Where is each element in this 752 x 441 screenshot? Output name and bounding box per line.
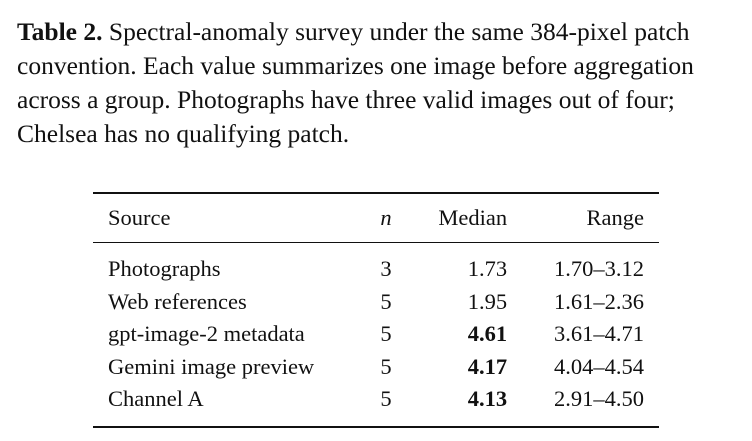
caption-label: Table 2.: [17, 17, 103, 46]
row: Web references 5 1.95 1.61–2.36: [93, 286, 659, 319]
header-cell: Median: [438, 205, 508, 230]
cell: Web references: [108, 288, 247, 314]
bold-value: 4.13: [467, 386, 508, 411]
bold-value: 4.17: [467, 353, 508, 379]
header-row: Source n Median Range: [93, 193, 659, 243]
cell: 5: [380, 386, 392, 411]
cell: gpt-image-2 metadata: [108, 321, 305, 346]
row: Gemini image preview 5 4.17 4.04–4.54: [93, 351, 659, 384]
header-cell: n: [380, 205, 392, 230]
cell: 2.91–4.50: [554, 386, 644, 411]
caption: Table 2. Spectral-anomaly survey under t…: [17, 15, 745, 151]
row: Photographs 3 1.73 1.70–3.12: [93, 243, 659, 286]
cell: Channel A: [108, 386, 204, 411]
row: gpt-image-2 metadata 5 4.61 3.61–4.71: [93, 318, 659, 351]
cell: 1.70–3.12: [554, 256, 644, 281]
cell: 5: [380, 353, 392, 379]
cell: 1.73: [467, 256, 508, 281]
cell: 4.13: [409, 383, 522, 427]
cell: 4.04–4.54: [554, 353, 644, 379]
table-body: Photographs 3 1.73 1.70–3.12 Web references…: [93, 243, 659, 427]
row: Channel A 5 4.13 2.91–4.50: [93, 383, 659, 427]
caption-text: Spectral-anomaly survey under the same 3…: [17, 17, 694, 148]
bold-value: 4.61: [467, 321, 508, 346]
cell: Gemini image preview: [108, 353, 315, 379]
header-cell: Source: [108, 205, 171, 230]
cell: 5: [380, 321, 392, 346]
header-cell: Range: [586, 205, 644, 230]
cell: 3: [380, 256, 392, 281]
cell: 1.95: [467, 288, 508, 314]
table-head: Source n Median Range: [93, 193, 659, 243]
cell: 1.61–2.36: [554, 288, 644, 314]
cell: 4.17: [409, 351, 522, 384]
cell: 5: [380, 288, 392, 314]
cell: 4.61: [409, 318, 522, 351]
table: Source n Median Range Photographs 3 1.73 1.…: [93, 192, 659, 428]
cell: 3.61–4.71: [554, 321, 644, 346]
cell: Photographs: [108, 256, 221, 281]
